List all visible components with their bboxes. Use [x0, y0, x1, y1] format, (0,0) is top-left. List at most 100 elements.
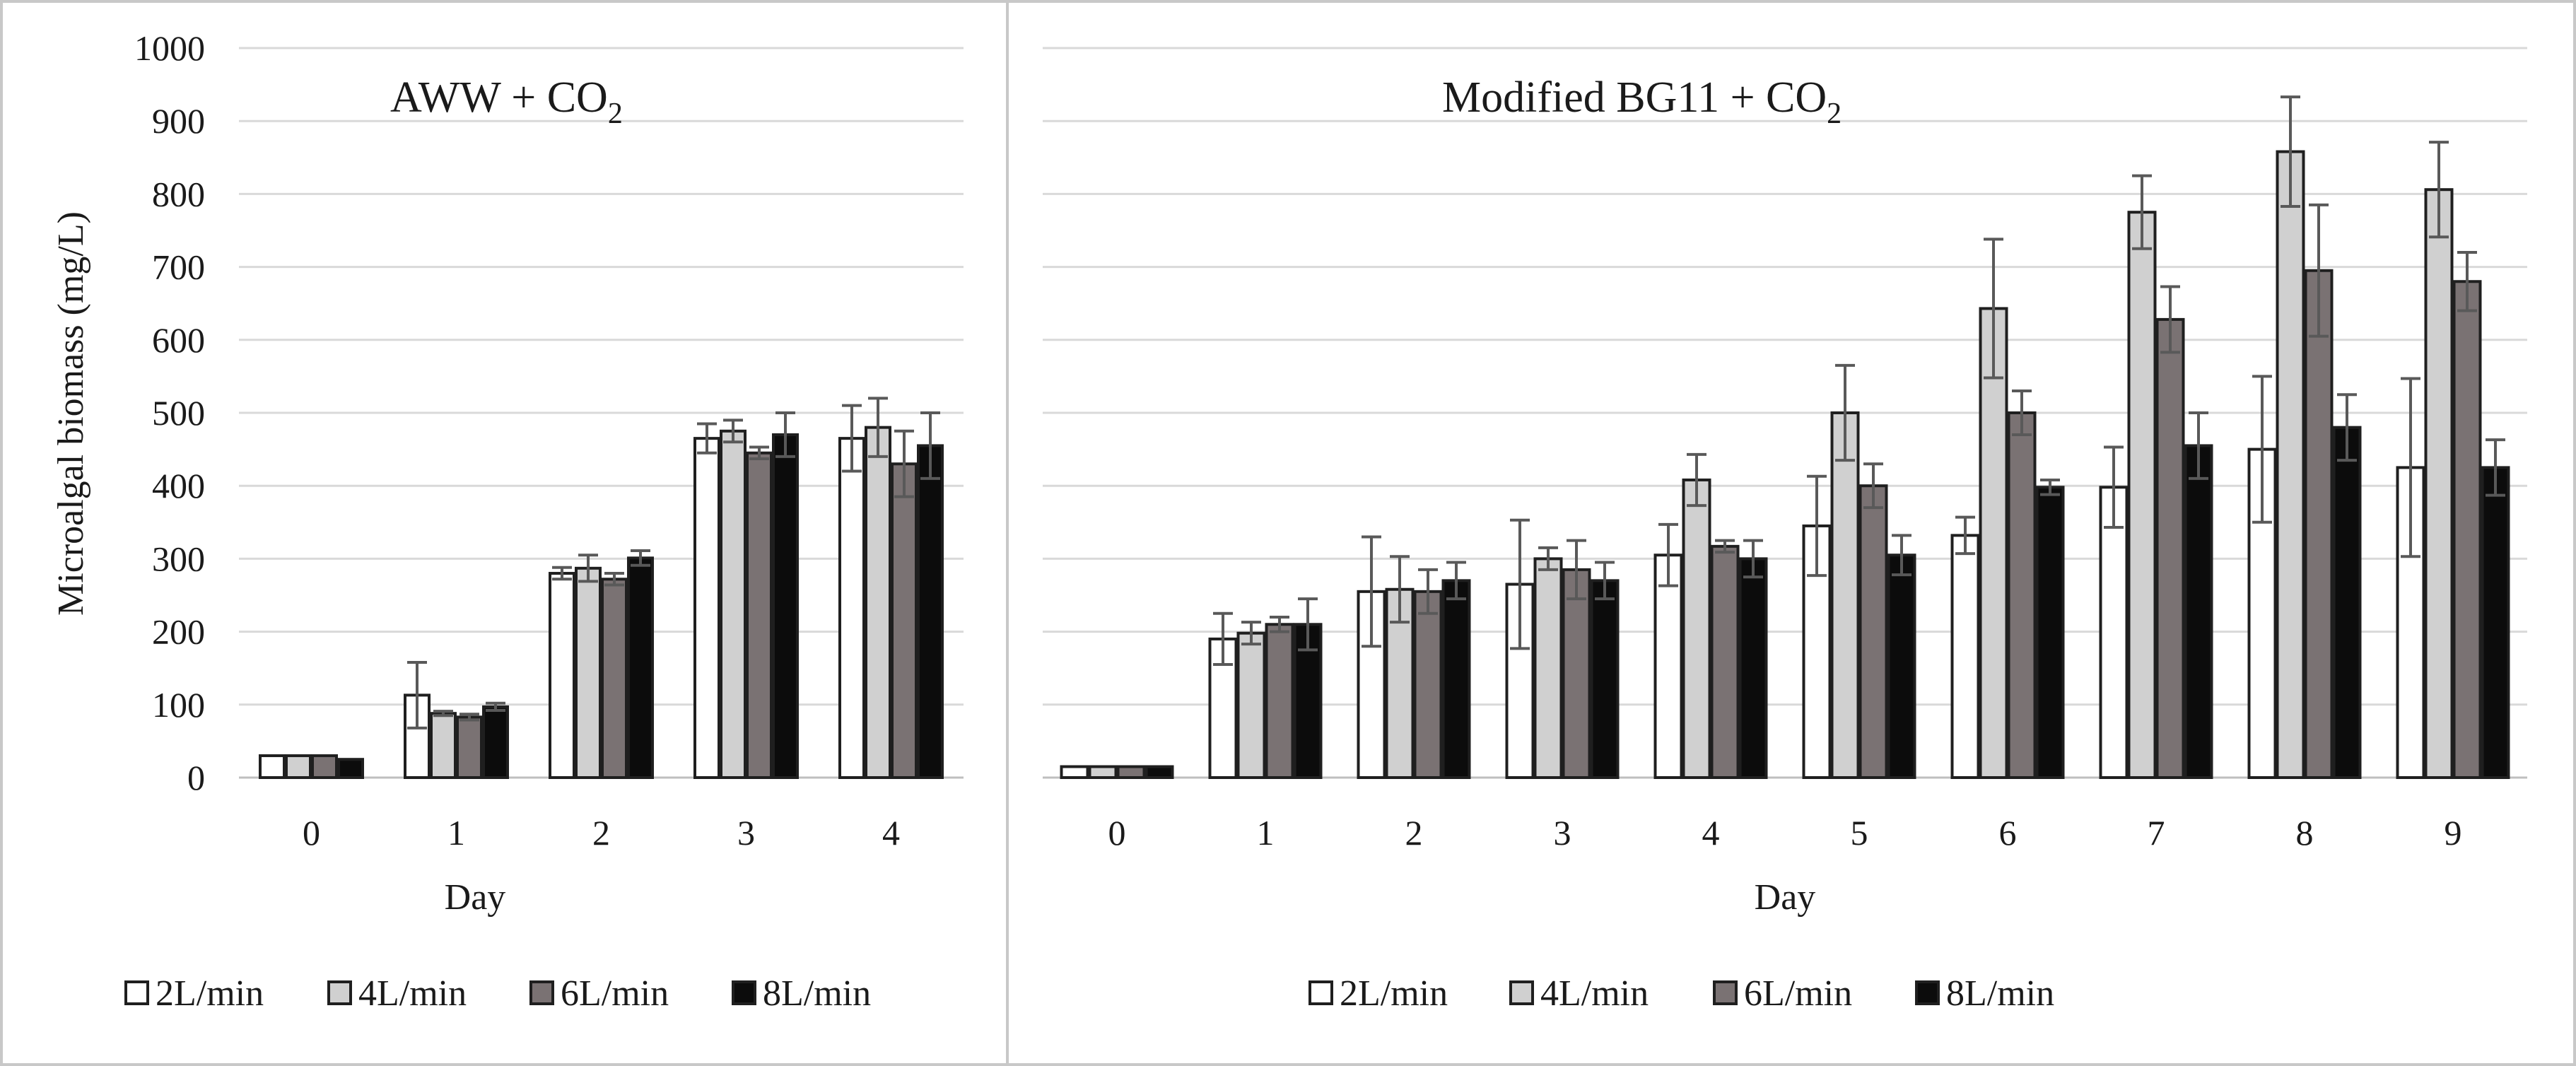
legend-label: 2L/min — [1340, 973, 1448, 1014]
legend-label: 6L/min — [1744, 973, 1852, 1014]
bar — [1590, 579, 1620, 779]
x-tick-label: 4 — [1702, 813, 1720, 853]
bar — [917, 444, 944, 779]
x-axis-ticks: 0 1 2 3 4 5 6 7 8 9 — [1108, 813, 2462, 853]
chart-title-subscript: 2 — [1827, 98, 1842, 130]
x-tick-label: 0 — [1108, 813, 1126, 853]
bar — [2184, 444, 2213, 779]
legend-swatch — [1713, 980, 1738, 1005]
y-tick-label: 700 — [152, 247, 205, 287]
bars — [259, 426, 944, 780]
bar — [2276, 150, 2305, 779]
bar — [337, 758, 364, 779]
chart-title: Modified BG11 + CO2 — [1442, 74, 1842, 130]
legend-label: 6L/min — [561, 973, 669, 1014]
bar — [1979, 307, 2008, 779]
bar — [838, 437, 865, 779]
bar — [865, 426, 891, 779]
bar — [2155, 317, 2185, 779]
bar — [2247, 447, 2277, 779]
bar — [1265, 623, 1294, 780]
legend-label: 8L/min — [763, 973, 871, 1014]
bar — [601, 578, 628, 780]
legend-label: 4L/min — [1540, 973, 1649, 1014]
bar — [1562, 568, 1591, 779]
x-tick-label: 3 — [737, 813, 755, 853]
x-tick-label: 1 — [447, 813, 465, 853]
error-bars — [407, 397, 940, 730]
legend-swatch — [124, 980, 149, 1005]
bar — [2452, 280, 2482, 779]
y-tick-label: 100 — [152, 685, 205, 725]
bar — [2035, 486, 2065, 779]
x-tick-label: 0 — [303, 813, 320, 853]
legend-swatch — [732, 980, 756, 1005]
x-axis-label: Day — [445, 877, 506, 918]
bar — [693, 437, 720, 779]
bar — [1738, 557, 1768, 780]
bars — [1060, 150, 2510, 780]
legend-swatch — [1309, 980, 1333, 1005]
bar — [259, 754, 286, 780]
error-bars — [1213, 95, 2505, 667]
y-tick-label: 600 — [152, 320, 205, 360]
legend-label: 4L/min — [358, 973, 467, 1014]
legend: 2L/min 4L/min 6L/min 8L/min — [1309, 973, 2054, 1014]
bar — [1144, 765, 1174, 780]
bar — [1060, 765, 1089, 780]
x-tick-label: 2 — [1405, 813, 1423, 853]
bar — [2481, 466, 2510, 780]
bar — [2127, 211, 2157, 779]
bar — [772, 433, 799, 780]
x-tick-label: 9 — [2445, 813, 2462, 853]
bar — [1830, 411, 1860, 779]
legend-label: 8L/min — [1946, 973, 2054, 1014]
bar — [1858, 484, 1888, 779]
y-tick-label: 500 — [152, 393, 205, 433]
bar — [1116, 765, 1146, 780]
bar — [1441, 579, 1471, 779]
x-tick-label: 3 — [1554, 813, 1571, 853]
x-tick-label: 7 — [2148, 813, 2165, 853]
bar — [482, 705, 509, 779]
x-tick-label: 8 — [2296, 813, 2314, 853]
chart-title-main: AWW + CO — [390, 74, 608, 122]
bar — [1710, 544, 1740, 780]
bar — [430, 712, 457, 780]
y-tick-label: 900 — [152, 101, 205, 141]
bar — [549, 572, 575, 779]
bar — [746, 451, 773, 779]
bar — [311, 754, 338, 780]
y-tick-label: 300 — [152, 539, 205, 578]
y-tick-label: 200 — [152, 612, 205, 652]
y-tick-label: 0 — [187, 758, 205, 797]
x-tick-label: 6 — [1999, 813, 2017, 853]
x-axis-ticks: 0 1 2 3 4 — [303, 813, 900, 853]
legend-swatch — [327, 980, 352, 1005]
legend-label: 2L/min — [156, 973, 264, 1014]
y-tick-label: 800 — [152, 174, 205, 213]
x-tick-label: 5 — [1851, 813, 1868, 853]
chart-title: AWW + CO2 — [390, 74, 623, 130]
chart-panel-aww: Microalgal biomass (mg/L) 0 100 200 300 400 5… — [51, 28, 964, 1014]
bar — [1653, 554, 1683, 779]
bar — [2304, 269, 2334, 779]
y-tick-label: 1000 — [134, 28, 205, 68]
legend-swatch — [1509, 980, 1534, 1005]
bar — [2007, 411, 2037, 779]
bar — [575, 566, 602, 779]
bar — [1682, 478, 1711, 779]
x-tick-label: 2 — [592, 813, 610, 853]
bar — [1413, 590, 1443, 780]
bar — [891, 462, 918, 779]
bar — [1533, 557, 1563, 780]
bar — [285, 754, 312, 780]
bar — [2424, 188, 2454, 779]
legend-swatch — [1915, 980, 1940, 1005]
x-tick-label: 4 — [882, 813, 900, 853]
chart-title-subscript: 2 — [608, 98, 623, 130]
x-axis-label: Day — [1755, 877, 1816, 918]
bar — [456, 715, 483, 779]
